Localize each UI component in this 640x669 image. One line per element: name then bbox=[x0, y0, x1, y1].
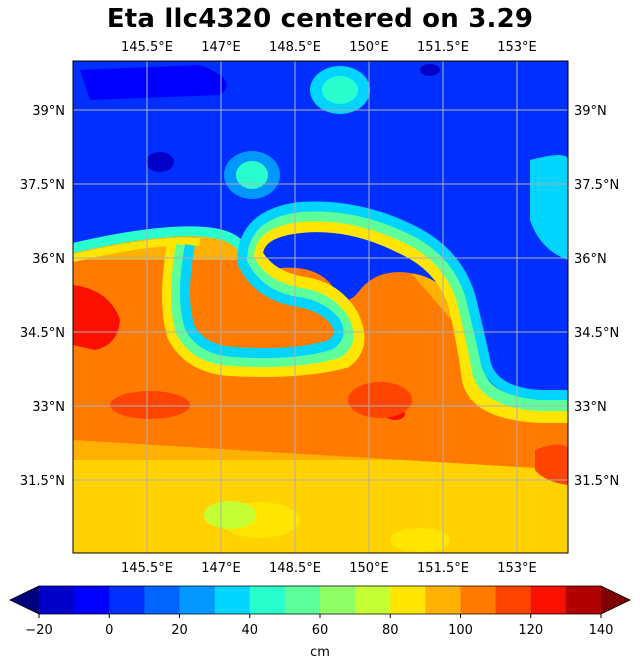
lat-tick-label: 31.5°N bbox=[20, 474, 65, 489]
lon-labels-top: 145.5°E 147°E 148.5°E 150°E 151.5°E 153°E bbox=[121, 40, 537, 55]
colorbar-tick-label: 80 bbox=[382, 623, 399, 638]
colorbar-tick-label: 120 bbox=[518, 623, 543, 638]
eddy-east bbox=[530, 155, 568, 260]
front-cyan bbox=[180, 201, 568, 400]
low-spot bbox=[420, 64, 440, 76]
field-yellow-patch bbox=[390, 528, 450, 552]
colorbar-tick-label: −20 bbox=[25, 623, 52, 638]
lon-tick-label: 148.5°E bbox=[269, 561, 321, 576]
colorbar-tick-label: 20 bbox=[171, 623, 188, 638]
eddy-north-core bbox=[236, 161, 268, 189]
colorbar-bin bbox=[495, 586, 532, 614]
field-redorange bbox=[348, 382, 412, 418]
lon-tick-label: 153°E bbox=[497, 40, 537, 55]
colorbar-tick-label: 0 bbox=[105, 623, 113, 638]
map-title: Eta llc4320 centered on 3.29 bbox=[106, 4, 534, 34]
colorbar-bin bbox=[109, 586, 145, 614]
lon-tick-label: 148.5°E bbox=[269, 40, 321, 55]
field-redorange bbox=[110, 391, 190, 419]
colorbar bbox=[9, 585, 631, 615]
lon-labels-bottom: 145.5°E 147°E 148.5°E 150°E 151.5°E 153°E bbox=[121, 561, 537, 576]
front-green bbox=[171, 209, 568, 411]
low-spot bbox=[146, 152, 174, 172]
colorbar-bin bbox=[249, 586, 286, 614]
colorbar-ticks: −20 0 20 40 60 80 100 120 140 bbox=[25, 614, 613, 638]
lat-tick-label: 34.5°N bbox=[574, 326, 619, 341]
field-redorange-east bbox=[535, 444, 568, 485]
colorbar-bin bbox=[179, 586, 216, 614]
colorbar-tick-label: 60 bbox=[312, 623, 329, 638]
lon-tick-label: 150°E bbox=[349, 561, 389, 576]
front-yellow bbox=[162, 216, 568, 423]
lat-tick-label: 37.5°N bbox=[574, 178, 619, 193]
lat-tick-label: 39°N bbox=[574, 104, 607, 119]
colorbar-bin bbox=[144, 586, 180, 614]
colorbar-label: cm bbox=[310, 645, 330, 660]
colorbar-bin bbox=[460, 586, 497, 614]
colorbar-tick-label: 100 bbox=[448, 623, 473, 638]
lat-tick-label: 36°N bbox=[32, 252, 65, 267]
colorbar-tick-label: 140 bbox=[589, 623, 614, 638]
colorbar-extend-max bbox=[601, 586, 630, 614]
map-frame bbox=[72, 60, 569, 554]
ssh-map bbox=[73, 61, 568, 553]
lon-tick-label: 153°E bbox=[497, 561, 537, 576]
front-band bbox=[73, 226, 250, 257]
lat-tick-label: 33°N bbox=[32, 400, 65, 415]
lon-tick-label: 147°E bbox=[201, 40, 241, 55]
colorbar-bin bbox=[74, 586, 110, 614]
field-green-patch bbox=[204, 501, 256, 529]
graticule bbox=[73, 61, 568, 553]
field-blue-north bbox=[73, 61, 568, 404]
lat-tick-label: 36°N bbox=[574, 252, 607, 267]
field-orange-band bbox=[73, 395, 568, 440]
colorbar-tick-label: 40 bbox=[241, 623, 258, 638]
lat-tick-label: 39°N bbox=[32, 104, 65, 119]
field-red-west bbox=[73, 285, 120, 350]
colorbar-bin bbox=[530, 586, 567, 614]
lon-tick-label: 145.5°E bbox=[121, 40, 173, 55]
colorbar-bin bbox=[320, 586, 356, 614]
colorbar-bin bbox=[39, 586, 75, 614]
eddy-core bbox=[322, 76, 358, 104]
lon-tick-label: 147°E bbox=[201, 561, 241, 576]
colorbar-bin bbox=[355, 586, 391, 614]
lon-tick-label: 151.5°E bbox=[417, 561, 469, 576]
lat-tick-label: 31.5°N bbox=[574, 474, 619, 489]
lat-tick-label: 37.5°N bbox=[20, 178, 65, 193]
front-band bbox=[73, 237, 201, 262]
colorbar-extend-min bbox=[10, 586, 39, 614]
lon-tick-label: 150°E bbox=[349, 40, 389, 55]
lat-labels-left: 39°N 37.5°N 36°N 34.5°N 33°N 31.5°N bbox=[20, 104, 65, 489]
field-south-yellow bbox=[73, 460, 568, 553]
colorbar-bin bbox=[214, 586, 251, 614]
colorbar-bin bbox=[284, 586, 321, 614]
lat-labels-right: 39°N 37.5°N 36°N 34.5°N 33°N 31.5°N bbox=[574, 104, 619, 489]
lon-tick-label: 151.5°E bbox=[417, 40, 469, 55]
colorbar-bin bbox=[425, 586, 461, 614]
lat-tick-label: 34.5°N bbox=[20, 326, 65, 341]
low-band bbox=[80, 65, 227, 100]
lon-tick-label: 145.5°E bbox=[121, 561, 173, 576]
colorbar-bin bbox=[390, 586, 426, 614]
lat-tick-label: 33°N bbox=[574, 400, 607, 415]
colorbar-bin bbox=[565, 586, 602, 614]
